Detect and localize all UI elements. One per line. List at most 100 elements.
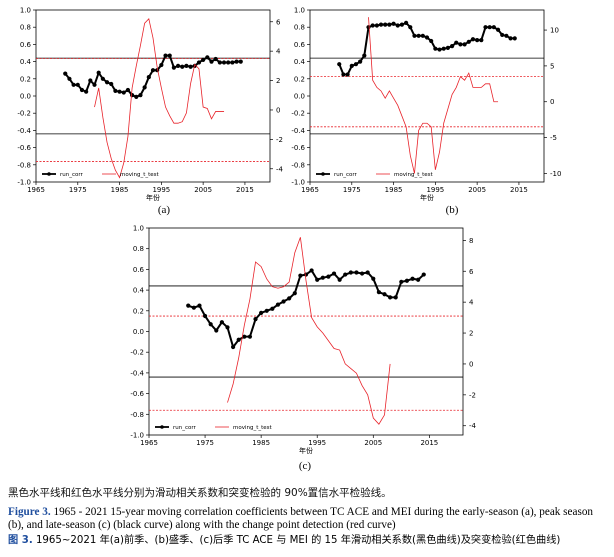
point-run-corr — [175, 63, 181, 68]
ytick-label: -0.2 — [130, 349, 144, 357]
point-run-corr — [424, 35, 430, 40]
point-run-corr — [470, 37, 476, 42]
point-run-corr — [79, 87, 85, 93]
point-run-corr — [208, 322, 213, 327]
point-run-corr — [512, 36, 517, 41]
panel-label-b: (b) — [445, 204, 459, 216]
caption-zh-label: 图 3. — [8, 535, 33, 546]
x-axis-label: 年份 — [146, 193, 160, 202]
point-run-corr — [67, 76, 72, 81]
series-line-moving-t-test — [368, 17, 499, 174]
legend-marker-run-corr — [47, 172, 51, 176]
caption-en-text: 1965 - 2021 15-year moving correlation c… — [8, 506, 594, 531]
point-run-corr — [410, 276, 415, 281]
chart-a: 1.0 0.8 0.6 0.4 0.2 0.0 -0.2 -0.4 -0.6 -0.8 -1.0 6 4… — [17, 7, 283, 203]
ytick-label: -0.8 — [291, 161, 305, 169]
panel-label-c: (c) — [298, 460, 312, 472]
y2tick-label: 0 — [469, 360, 473, 368]
ytick-label: -0.8 — [17, 161, 31, 169]
point-run-corr — [337, 277, 342, 282]
point-run-corr — [205, 55, 210, 60]
point-run-corr — [226, 60, 231, 65]
point-run-corr — [117, 89, 122, 94]
point-run-corr — [134, 94, 139, 99]
point-run-corr — [408, 25, 413, 30]
point-run-corr — [466, 39, 471, 44]
point-run-corr — [433, 46, 438, 51]
caption-zh: 图 3. 1965~2021 年(a)前季、(b)盛季、(c)后季 TC ACE… — [8, 534, 610, 547]
xtick-label: 2005 — [364, 439, 382, 447]
point-run-corr — [275, 302, 281, 307]
chart-panel-b: 1.0 0.8 0.6 0.4 0.2 0.0 -0.2 -0.4 -0.6 -0.8 -1.0 10… — [291, 0, 614, 203]
y2tick-label: 2 — [276, 77, 280, 85]
ytick-label: 0.6 — [133, 266, 145, 274]
legend-label-moving-t-test: moving_t_test — [394, 172, 434, 178]
y2tick-label: 0 — [276, 106, 280, 114]
point-run-corr — [287, 296, 292, 301]
point-run-corr — [500, 32, 505, 38]
point-run-corr — [121, 90, 126, 95]
point-run-corr — [399, 279, 404, 284]
ytick-label: 0.4 — [20, 58, 32, 66]
ytick-label: -0.4 — [291, 127, 305, 135]
chart-panel-a: 1.0 0.8 0.6 0.4 0.2 0.0 -0.2 -0.4 -0.6 -0.8 -1.0 6 4… — [0, 0, 300, 203]
point-run-corr — [180, 64, 185, 69]
ytick-label: 0.2 — [20, 75, 31, 83]
y2tick-label: 2 — [469, 330, 473, 338]
xtick-label: 1965 — [301, 186, 319, 194]
point-run-corr — [404, 20, 409, 25]
ytick-label: 0.8 — [20, 24, 31, 32]
xtick-label: 2015 — [236, 186, 254, 194]
point-run-corr — [475, 38, 480, 43]
y2tick-label: 6 — [276, 18, 281, 26]
legend-label-run-corr: run_corr — [173, 425, 197, 431]
point-run-corr — [264, 308, 269, 313]
legend-marker-run-corr — [160, 425, 164, 429]
point-run-corr — [202, 313, 208, 319]
y2tick-label: 5 — [550, 62, 554, 70]
point-run-corr — [71, 82, 76, 87]
point-run-corr — [125, 87, 131, 93]
point-run-corr — [378, 22, 384, 27]
point-run-corr — [366, 25, 371, 30]
y2tick-label: 4 — [469, 299, 474, 307]
ytick-label: 0.0 — [133, 328, 144, 336]
point-run-corr — [247, 334, 253, 339]
xtick-label: 1995 — [308, 439, 326, 447]
point-run-corr — [188, 64, 193, 69]
series-line-run-corr — [64, 54, 241, 98]
ytick-label: 0.4 — [133, 287, 145, 295]
ytick-label: 0.8 — [133, 245, 144, 253]
caption-en: Figure 3. 1965 - 2021 15-year moving cor… — [8, 506, 610, 532]
y2tick-label: -5 — [550, 134, 557, 142]
point-run-corr — [383, 22, 388, 27]
point-run-corr — [359, 271, 365, 276]
xtick-label: 1975 — [343, 186, 361, 194]
point-run-corr — [142, 85, 147, 90]
point-run-corr — [63, 71, 68, 76]
chart-b: 1.0 0.8 0.6 0.4 0.2 0.0 -0.2 -0.4 -0.6 -0.8 -1.0 10… — [291, 7, 561, 203]
series-line-run-corr — [338, 21, 515, 76]
point-run-corr — [337, 62, 342, 67]
point-run-corr — [399, 22, 405, 27]
point-run-corr — [358, 59, 363, 64]
xtick-label: 1995 — [426, 186, 444, 194]
point-run-corr — [421, 272, 426, 277]
point-run-corr — [259, 310, 264, 315]
ytick-label: -0.6 — [130, 390, 144, 398]
ytick-label: -0.4 — [17, 127, 31, 135]
point-run-corr — [387, 22, 392, 27]
point-run-corr — [370, 23, 375, 28]
point-run-corr — [437, 47, 442, 52]
point-run-corr — [88, 78, 93, 83]
point-run-corr — [217, 60, 222, 65]
point-run-corr — [348, 270, 353, 275]
ytick-label: 1.0 — [133, 225, 144, 233]
point-run-corr — [214, 328, 219, 333]
point-run-corr — [303, 272, 309, 277]
point-run-corr — [298, 273, 303, 278]
point-run-corr — [159, 62, 164, 68]
ytick-label: 0.6 — [20, 41, 32, 49]
caption-zh-text: 1965~2021 年(a)前季、(b)盛季、(c)后季 TC ACE 与 ME… — [32, 535, 561, 546]
ytick-label: -0.2 — [17, 110, 31, 118]
